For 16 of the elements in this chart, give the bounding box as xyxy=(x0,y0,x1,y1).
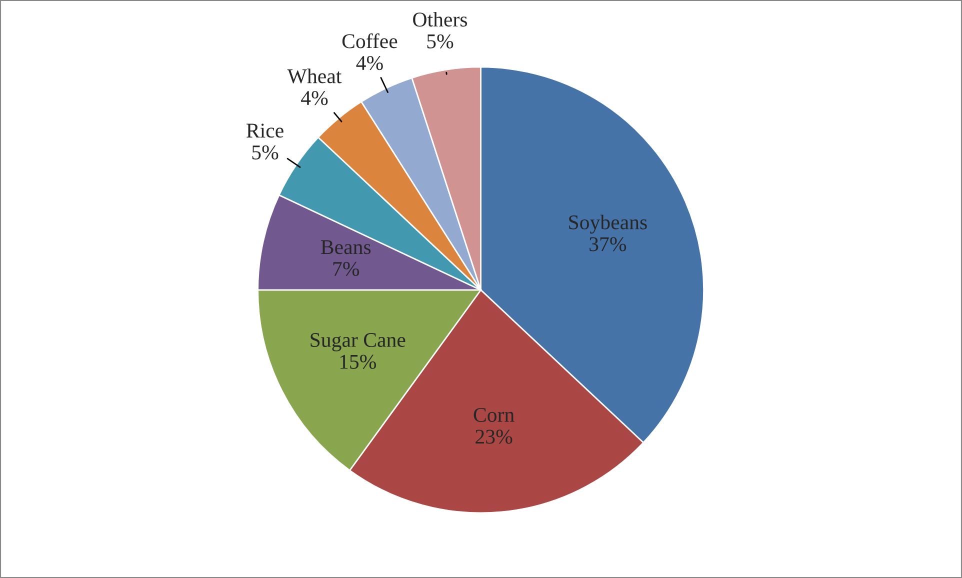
data-label: 7% xyxy=(333,262,360,276)
slice-label: Corn xyxy=(474,408,514,422)
data-label: 15% xyxy=(340,354,376,369)
slice-label: Coffee xyxy=(342,33,398,48)
data-label: 5% xyxy=(252,145,278,160)
slice-label: Wheat xyxy=(287,68,342,84)
data-label: 37% xyxy=(590,237,626,252)
slice-label: Beans xyxy=(321,240,371,254)
data-label: 4% xyxy=(356,56,383,70)
slice-label: Sugar Cane xyxy=(310,333,406,352)
slice-label: Rice xyxy=(246,124,284,138)
slice-label: Soybeans xyxy=(569,214,647,234)
data-label: 4% xyxy=(301,91,328,106)
slice-label: Others xyxy=(413,12,468,27)
data-label: 5% xyxy=(427,34,454,48)
data-label: 23% xyxy=(476,430,512,444)
